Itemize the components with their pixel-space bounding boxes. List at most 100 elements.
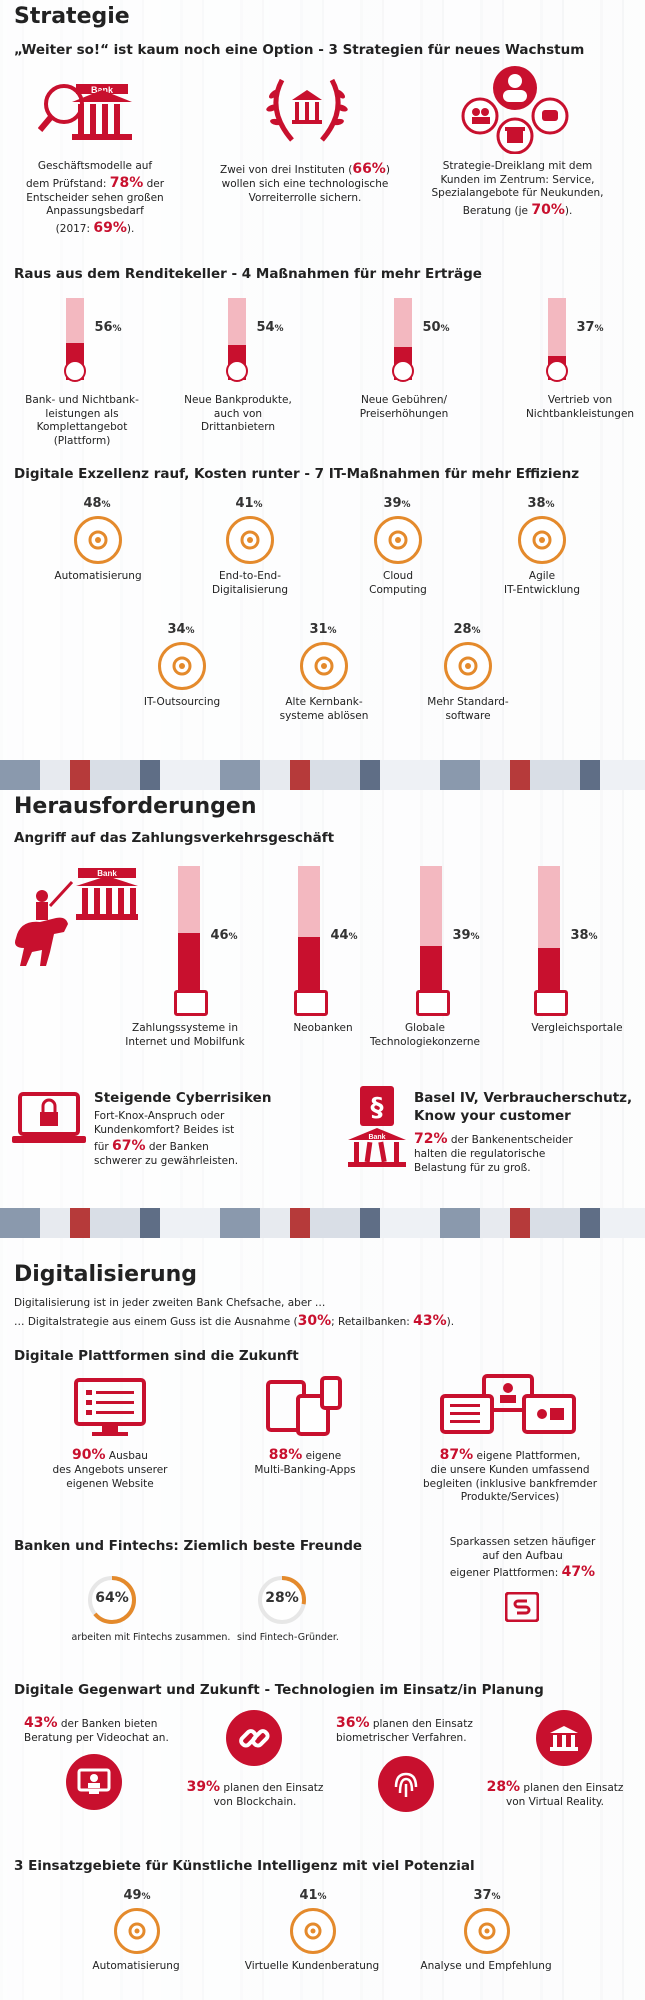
rendite-bar-label: Bank- und Nichtbank-leistungen als Komple…	[22, 394, 142, 449]
heraus-bar-label: Zahlungssysteme in Internet und Mobilfunk	[120, 1022, 250, 1049]
label-line: End-to-End-	[218, 570, 281, 582]
tech-video-text: 43% der Banken bieten Beratung per Video…	[24, 1715, 169, 1745]
label-line: Mehr Standard-	[427, 696, 509, 708]
percent-value: 38	[570, 928, 589, 943]
label-line: Technologiekonzerne	[370, 1035, 480, 1048]
it-title: Digitale Exzellenz rauf, Kosten runter -…	[14, 466, 580, 482]
percent-unit: %	[471, 626, 481, 636]
section-title-herausforderungen: Herausforderungen	[14, 794, 257, 819]
percent-unit: %	[491, 1892, 501, 1902]
heraus-bar-label: Neobanken	[258, 1022, 388, 1036]
document-icon	[518, 516, 566, 564]
coin-euro-icon	[64, 360, 86, 382]
percent-value: 54	[256, 320, 275, 335]
label-line: leistungen als	[45, 407, 119, 420]
percent-unit: %	[185, 626, 195, 636]
vr-bank-icon	[536, 1710, 592, 1766]
tech-vr-text: 28% planen den Einsatz von Virtual Reali…	[486, 1779, 624, 1809]
it-label: Agile IT-Entwicklung	[472, 570, 612, 597]
percent-value: 34	[167, 622, 186, 637]
rendite-bar-label: Neue Gebühren/Preiserhöhungen	[344, 394, 464, 421]
percent-unit: %	[228, 932, 238, 942]
gears-icon	[74, 516, 122, 564]
heraus-bar-label: Globale Technologiekonzerne	[360, 1022, 490, 1049]
heraus-bar-percent: 46%	[202, 928, 246, 943]
ki-label: Automatisierung	[92, 1960, 180, 1972]
it-percent: 38%	[511, 496, 571, 511]
it-percent: 28%	[437, 622, 497, 637]
section-title-strategie: Strategie	[14, 4, 130, 29]
tech-title: Digitale Gegenwart und Zukunft - Technol…	[14, 1682, 544, 1698]
it-percent: 39%	[367, 496, 427, 511]
cyber-text: Fort-Knox-Anspruch oder Kundenkomfort? B…	[94, 1110, 239, 1168]
percent-unit: %	[112, 324, 122, 334]
basel-title: Basel IV, Verbraucherschutz, Know your cu…	[414, 1090, 633, 1124]
customer-center-icon	[460, 64, 570, 155]
heraus-bar-icon	[416, 990, 450, 1016]
rendite-title: Raus aus dem Renditekeller - 4 Maßnahmen…	[14, 266, 482, 282]
percent-unit: %	[588, 932, 598, 942]
heraus-bar-label: Vergleichsportale	[512, 1022, 642, 1036]
bank-search-icon: Bank	[37, 74, 148, 154]
strategie-subtitle: „Weiter so!“ ist kaum noch eine Option -…	[14, 42, 585, 58]
label-line: Neobanken	[293, 1022, 353, 1034]
label-line: Cloud	[383, 570, 413, 582]
label-line: software	[445, 709, 491, 722]
it-percent: 41%	[219, 496, 279, 511]
fingerprint-icon	[378, 1756, 434, 1812]
fintech-ring: 64%	[86, 1574, 138, 1626]
percent-unit: %	[470, 932, 480, 942]
label-line: Automatisierung	[54, 570, 142, 582]
knight-bank-icon: Bank	[6, 862, 144, 972]
paragraph-bank-icon: § Bank	[342, 1086, 412, 1170]
rendite-bar-percent: 54%	[250, 320, 290, 335]
hand-icon	[300, 642, 348, 690]
label-line: Neue Gebühren/	[360, 394, 448, 406]
label-line: Preiserhöhungen	[359, 407, 449, 420]
heraus-bar-percent: 39%	[444, 928, 488, 943]
sparkassen-text: Sparkassen setzen häufiger auf den Aufba…	[449, 1536, 596, 1581]
label-line: IT-Entwicklung	[504, 583, 580, 596]
it-label: End-to-End- Digitalisierung	[180, 570, 320, 597]
it-label: Mehr Standard-software	[398, 696, 538, 723]
digital-intro-1: Digitalisierung ist in jeder zweiten Ban…	[14, 1297, 326, 1309]
laptop-lock-icon	[12, 1090, 86, 1148]
plattform-3-text: 87% eigene Plattformen, die unsere Kunde…	[422, 1447, 598, 1504]
it-percent: 34%	[151, 622, 211, 637]
rendite-bar-label: Vertrieb von Nichtbankleistungen	[520, 394, 640, 421]
label-line: (Plattform)	[53, 434, 111, 447]
label-line: Agile	[528, 570, 556, 582]
laptop-icon	[444, 642, 492, 690]
ki-label: Virtuelle Kundenberatung	[244, 1960, 380, 1972]
percent-value: 48	[83, 496, 102, 511]
percent-unit: %	[253, 500, 263, 510]
blockchain-icon	[226, 1710, 282, 1766]
platform-screens-icon	[438, 1374, 578, 1440]
plattform-2-text: 88% eigene Multi-Banking-Apps	[254, 1447, 356, 1477]
basel-text: 72% der Bankenentscheider halten die reg…	[414, 1131, 573, 1174]
heraus-bar-percent: 38%	[562, 928, 606, 943]
label-line: IT-Outsourcing	[143, 696, 221, 708]
plattform-title: Digitale Plattformen sind die Zukunft	[14, 1348, 299, 1364]
label-line: Komplettangebot	[36, 421, 128, 434]
coin-euro-icon	[546, 360, 568, 382]
bank-icon	[226, 516, 274, 564]
videochat-icon	[66, 1754, 122, 1810]
label-line: Digitalisierung	[211, 583, 289, 596]
label-line: Neue Bankprodukte,	[184, 394, 292, 406]
label-line: Internet und Mobilfunk	[125, 1035, 245, 1048]
percent-unit: %	[327, 626, 337, 636]
it-percent: 31%	[293, 622, 353, 637]
heraus-bar-percent: 44%	[322, 928, 366, 943]
percent-value: 46	[210, 928, 229, 943]
coin-euro-icon	[226, 360, 248, 382]
it-label: Cloud Computing	[328, 570, 468, 597]
percent-value: 41	[299, 1888, 318, 1903]
ki-title: 3 Einsatzgebiete für Künstliche Intellig…	[14, 1858, 475, 1874]
it-label: Alte Kernbank-systeme ablösen	[254, 696, 394, 723]
section-divider	[0, 760, 645, 790]
strategie-item-3-text: Strategie-Dreiklang mit dem Kunden im Ze…	[431, 160, 604, 218]
heraus-bar-icon	[534, 990, 568, 1016]
ki-label: Analyse und Empfehlung	[420, 1960, 552, 1972]
label-line: Vergleichsportale	[531, 1022, 623, 1034]
